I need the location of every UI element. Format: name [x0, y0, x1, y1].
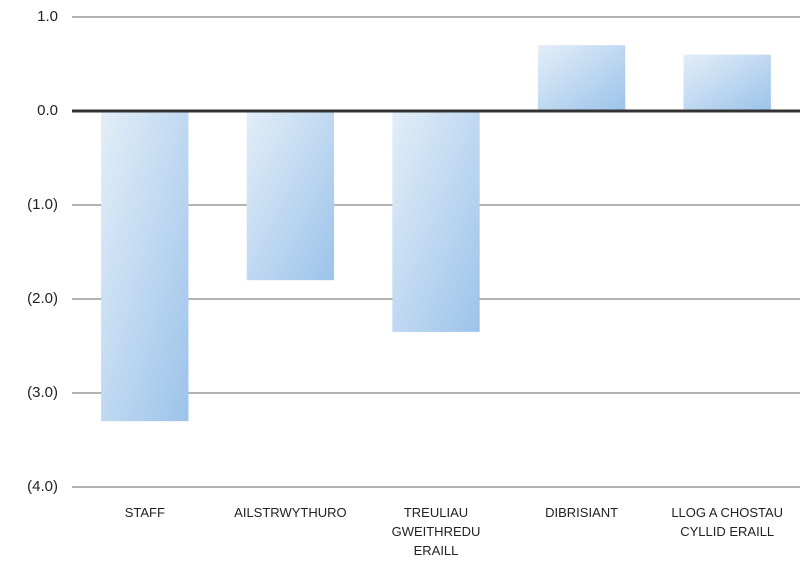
bar	[683, 54, 771, 111]
y-tick-label: 0.0	[37, 102, 58, 119]
y-tick-label: (2.0)	[27, 290, 58, 307]
x-tick-label: DIBRISIANT	[545, 505, 619, 520]
bar	[392, 111, 480, 332]
x-tick-label: STAFF	[124, 505, 165, 520]
y-tick-label: (1.0)	[27, 196, 58, 213]
bars	[101, 45, 771, 422]
bar	[101, 111, 189, 422]
y-tick-label: (4.0)	[27, 478, 58, 495]
y-tick-label: (3.0)	[27, 384, 58, 401]
y-tick-label: 1.0	[37, 8, 58, 25]
x-tick-label: LLOG A CHOSTAU CYLLID ERAILL	[671, 505, 784, 539]
bar	[246, 111, 335, 281]
x-tick-label: TREULIAU GWEITHREDU ERAILL	[391, 505, 481, 558]
x-tick-label: AILSTRWYTHURO	[234, 505, 347, 520]
bar	[537, 45, 626, 112]
